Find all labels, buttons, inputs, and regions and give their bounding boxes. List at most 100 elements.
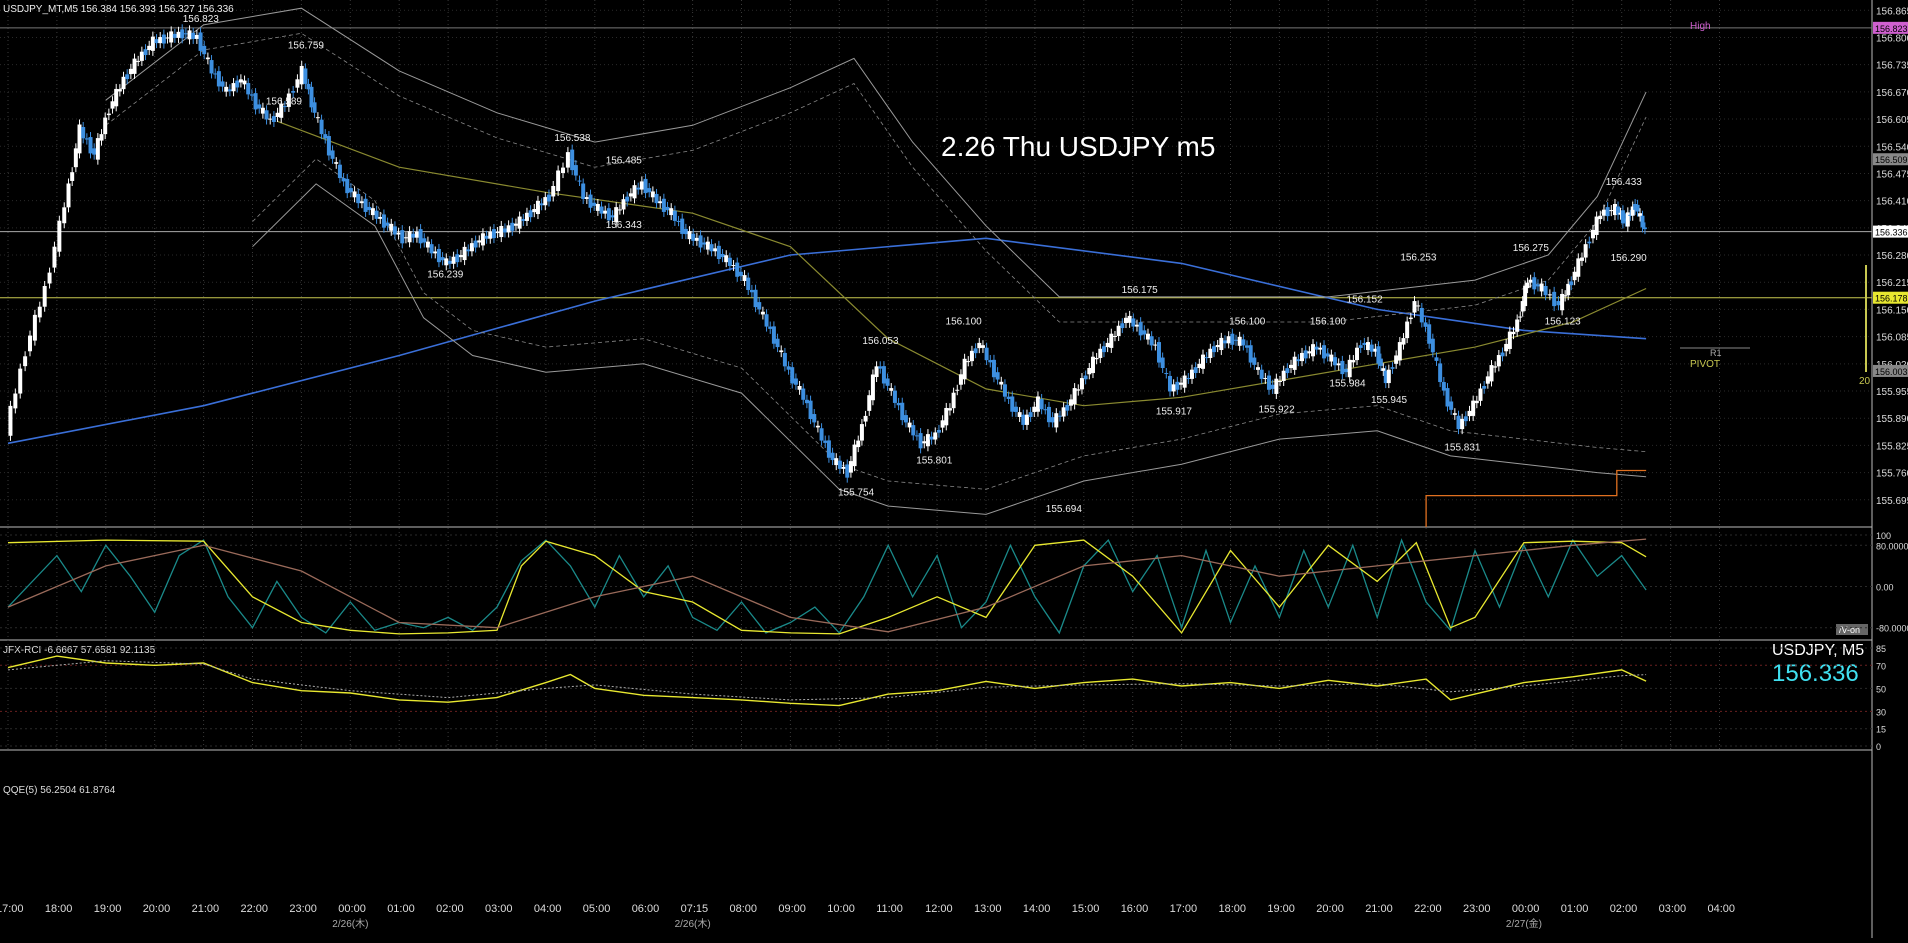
candle-bear: [81, 127, 86, 139]
candle-bull: [815, 425, 820, 428]
candle-bear: [918, 433, 923, 449]
candle-bull: [128, 68, 133, 75]
candle-bull: [532, 209, 537, 213]
candle-bull: [433, 251, 438, 254]
candle-bear: [929, 436, 934, 440]
candle-bull: [1397, 342, 1402, 361]
candle-bull: [169, 31, 174, 43]
candle-bull: [1496, 355, 1501, 367]
candle-bull: [462, 246, 467, 261]
candle-bear: [903, 415, 908, 423]
candle-bull: [32, 314, 37, 341]
candle-bull: [561, 167, 566, 174]
price-annotation: 156.290: [1611, 253, 1648, 264]
candle-bull: [870, 374, 875, 401]
candle-bull: [370, 208, 375, 216]
candle-bear: [1376, 346, 1381, 364]
candle-bull: [856, 440, 861, 448]
candle-bull: [1381, 368, 1386, 371]
time-tick-label: 13:00: [974, 903, 1002, 915]
candle-bull: [1630, 206, 1635, 216]
rci-series-slow: [7, 539, 1647, 635]
candle-bull: [933, 432, 938, 440]
price-annotation: 156.823: [183, 14, 220, 25]
candle-bull: [1035, 396, 1040, 412]
candle-bull: [95, 138, 100, 160]
candle-bull: [477, 240, 482, 243]
time-tick-label: 21:00: [1365, 903, 1393, 915]
time-tick-label: 19:00: [94, 903, 122, 915]
candle-bull: [705, 241, 710, 250]
candle-bear: [282, 106, 287, 108]
candle-bull: [1452, 413, 1457, 415]
candle-bear: [691, 233, 696, 241]
price-annotation: 155.922: [1259, 405, 1296, 416]
candle-bear: [775, 338, 780, 348]
candle-bear: [610, 215, 615, 218]
candle-bear: [1640, 215, 1645, 228]
candle-bull: [1087, 368, 1092, 375]
candle-bull: [1318, 347, 1323, 350]
candle-bull: [407, 231, 412, 243]
candle-bull: [106, 113, 111, 116]
candle-bull: [451, 256, 456, 264]
candle-bear: [1482, 385, 1487, 389]
candle-bear: [1222, 340, 1227, 344]
symbol-ohlc-header: USDJPY_MT,M5 156.384 156.393 156.327 156…: [3, 4, 234, 15]
candle-bear: [1569, 281, 1574, 286]
candle-bear: [1234, 339, 1239, 341]
candle-bull: [1072, 388, 1077, 405]
candle-bear: [337, 164, 342, 179]
candle-bull: [1583, 244, 1588, 258]
candle-bull: [1474, 400, 1479, 404]
mode-badge-bg: [1836, 624, 1868, 635]
candle-bull: [37, 306, 42, 318]
candle-bull: [1123, 317, 1128, 324]
candle-bear: [1006, 396, 1011, 399]
candle-bull: [1336, 363, 1341, 366]
candle-bear: [1543, 286, 1548, 296]
candle-bull: [1416, 305, 1421, 307]
candle-bear: [220, 81, 225, 87]
candle-bull: [114, 88, 119, 107]
candle-bear: [1296, 359, 1301, 362]
time-tick-label: 08:00: [730, 903, 758, 915]
candle-bull: [1609, 210, 1614, 212]
price-annotation: 156.100: [946, 316, 983, 327]
candle-bull: [147, 45, 152, 51]
candle-bear: [1138, 322, 1143, 336]
candle-bear: [1142, 330, 1147, 335]
candle-bull: [1289, 364, 1294, 369]
price-tick-label: 156.475: [1876, 169, 1908, 180]
price-tick-label: 156.800: [1876, 33, 1908, 44]
candle-bear: [491, 229, 496, 239]
candle-bull: [260, 107, 265, 114]
candle-bear: [1175, 381, 1180, 390]
candle-bull: [1215, 344, 1220, 348]
candle-bear: [1156, 342, 1161, 363]
price-tag-label: 156.003: [1875, 367, 1908, 377]
candle-bear: [341, 178, 346, 182]
candle-bear: [826, 440, 831, 458]
candle-bull: [1539, 283, 1544, 292]
candle-bull: [1281, 370, 1286, 381]
candle-bull: [1256, 367, 1261, 370]
candle-bear: [757, 302, 762, 310]
candle-bear: [510, 222, 515, 231]
time-tick-label: 09:00: [778, 903, 806, 915]
candle-bull: [1401, 338, 1406, 345]
price-tick-label: 156.085: [1876, 333, 1908, 344]
candle-bear: [1620, 210, 1625, 224]
candle-bear: [1193, 367, 1198, 374]
candle-bear: [1635, 204, 1640, 212]
candle-bear: [235, 80, 240, 88]
price-tick-label: 156.280: [1876, 251, 1908, 262]
candle-bear: [1028, 412, 1033, 417]
candle-bear: [1633, 203, 1638, 210]
candle-bear: [374, 210, 379, 219]
candle-bear: [1430, 338, 1435, 353]
price-tick-label: 156.865: [1876, 6, 1908, 17]
candle-bear: [727, 257, 732, 266]
candle-bear: [202, 45, 207, 55]
candle-bull: [495, 232, 500, 234]
